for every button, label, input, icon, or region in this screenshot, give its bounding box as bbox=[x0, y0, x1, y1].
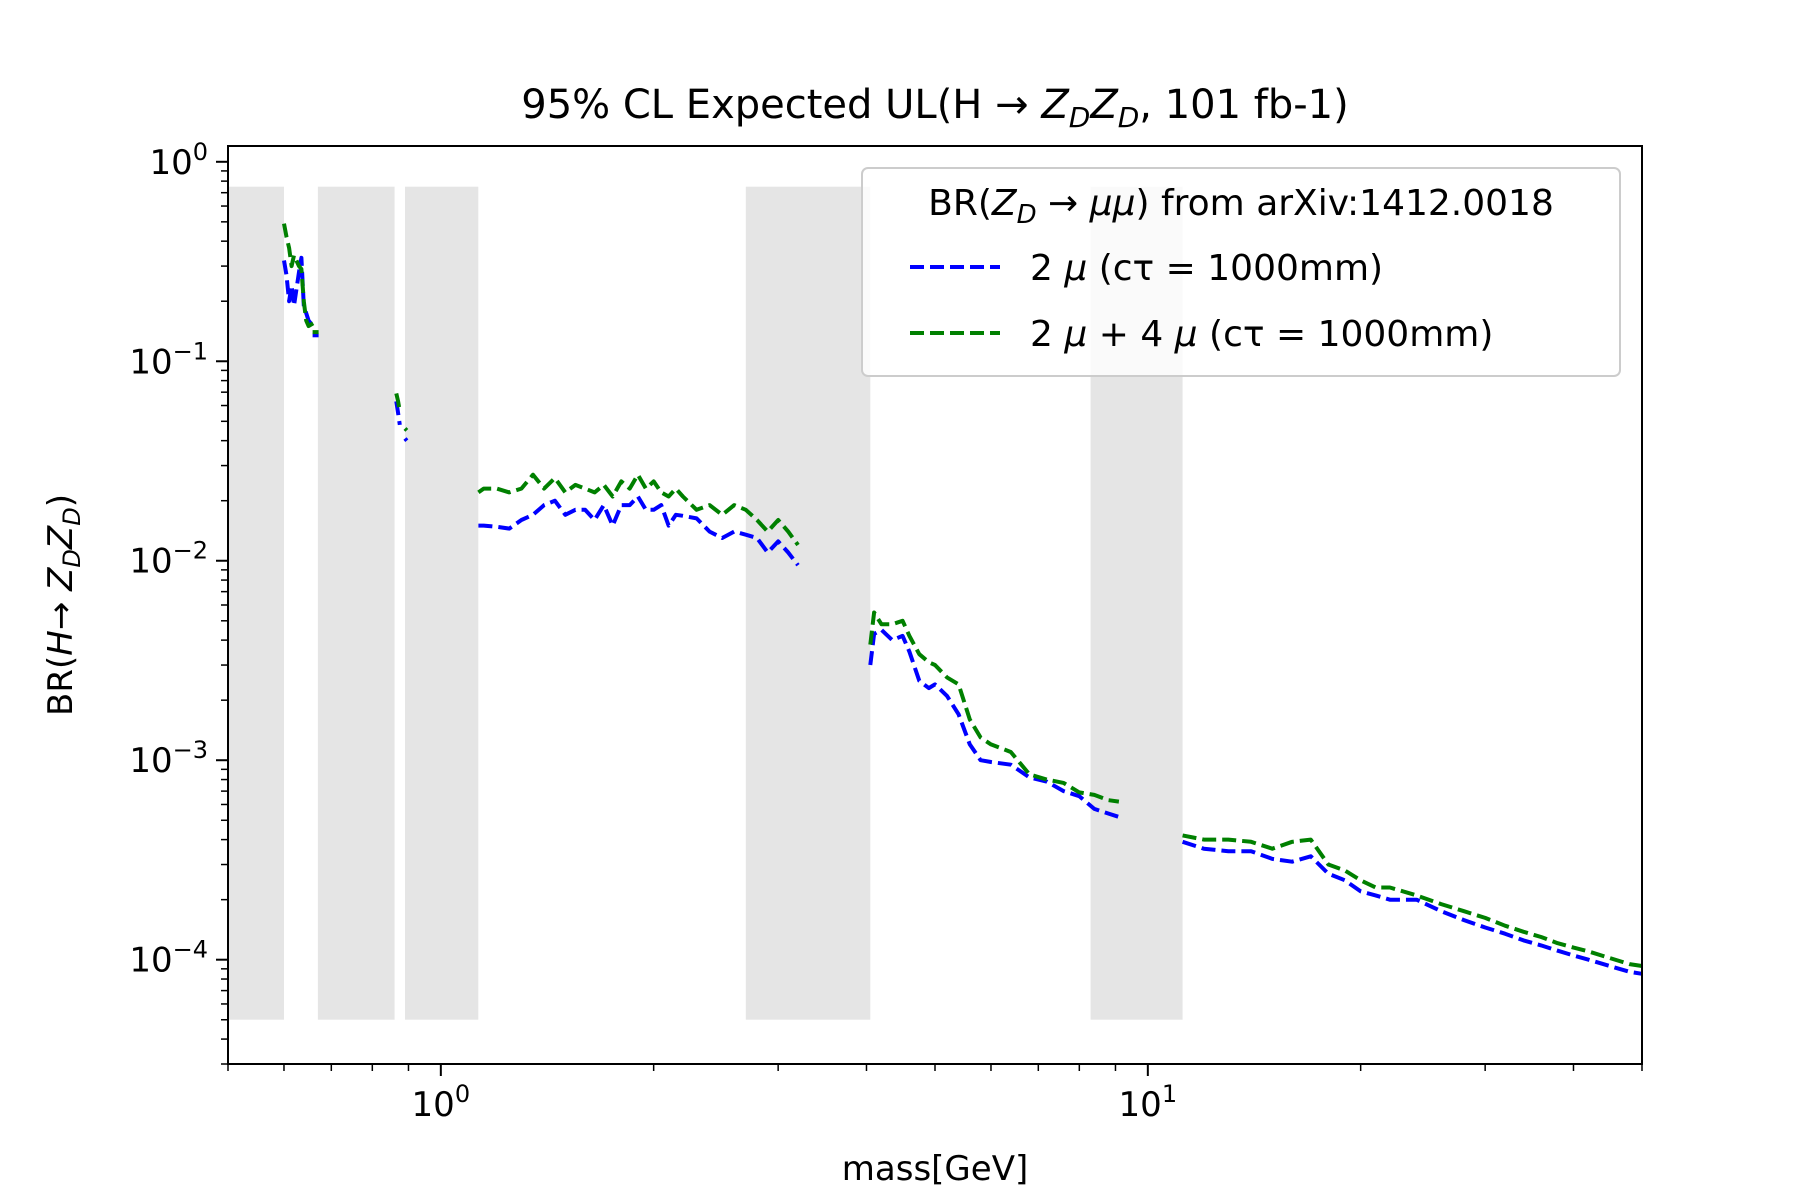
y-tick-label-3: 10−3 bbox=[129, 736, 208, 781]
x-tick-label-1: 101 bbox=[1119, 1080, 1178, 1125]
series-0-segment-5 bbox=[868, 627, 1120, 819]
legend: BR(ZD → μμ) from arXiv:1412.0018 2 μ (cτ… bbox=[861, 167, 1621, 377]
legend-title: BR(ZD → μμ) from arXiv:1412.0018 bbox=[928, 183, 1554, 230]
series-1-segment-6 bbox=[1182, 833, 1643, 968]
series-0-segment-4 bbox=[478, 494, 800, 567]
excluded-band-0 bbox=[228, 186, 284, 1020]
x-axis-label: mass[GeV] bbox=[842, 1149, 1028, 1189]
series-layer bbox=[282, 223, 1643, 976]
series-1-segment-3 bbox=[403, 427, 409, 432]
series-0-segment-3 bbox=[403, 437, 409, 442]
series-1-segment-2 bbox=[394, 392, 402, 412]
y-tick-label-0: 100 bbox=[149, 138, 208, 183]
excluded-band-1 bbox=[317, 186, 395, 1020]
series-1-segment-5 bbox=[868, 610, 1120, 804]
excluded-bands bbox=[228, 186, 1183, 1020]
y-tick-label-4: 10−4 bbox=[129, 936, 208, 981]
excluded-band-3 bbox=[745, 186, 871, 1020]
legend-label-2mu-4mu: 2 μ + 4 μ (cτ = 1000mm) bbox=[1030, 314, 1493, 355]
axis-ticks: 100 101 100 10−1 10−2 10−3 10−4 bbox=[129, 138, 1643, 1125]
excluded-band-2 bbox=[405, 186, 479, 1020]
series-1-segment-0 bbox=[282, 223, 315, 329]
y-tick-label-2: 10−2 bbox=[129, 537, 208, 582]
series-0-segment-6 bbox=[1181, 839, 1643, 976]
series-0-segment-0 bbox=[282, 255, 315, 328]
legend-box bbox=[861, 167, 1621, 377]
x-tick-label-0: 100 bbox=[412, 1080, 471, 1125]
y-tick-label-1: 10−1 bbox=[129, 337, 208, 382]
legend-label-2mu: 2 μ (cτ = 1000mm) bbox=[1030, 248, 1383, 289]
chart-title: 95% CL Expected UL(H → ZDZD, 101 fb-1) bbox=[521, 82, 1348, 134]
y-axis-label: BR(H→ ZDZD) bbox=[41, 494, 86, 716]
series-1-segment-4 bbox=[477, 472, 800, 547]
